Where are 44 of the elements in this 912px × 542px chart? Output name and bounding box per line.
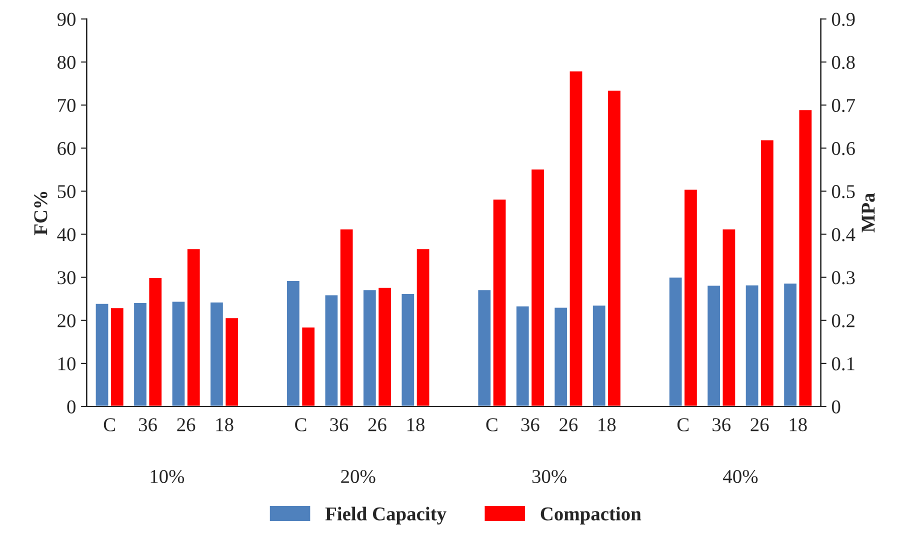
y2-tick-label: 0 [832,400,840,414]
x-tick-label: C [104,418,115,432]
y2-tick-label: 0.1 [832,357,854,370]
legend-label: Compaction [540,506,642,524]
y2-tick-label: 0.9 [832,12,855,26]
y-tick-label: 40 [57,228,76,242]
text: 40% [723,470,758,484]
x-tick-label: 26 [750,418,769,432]
y2-tick-label: 0.2 [832,314,854,328]
y-tick-label: 90 [57,12,76,26]
legend-label: Field Capacity [325,506,446,524]
x-tick-label: 18 [790,418,807,432]
x-tick-label: 26 [177,418,196,432]
x-tick-label: 36 [521,418,540,432]
text: 20% [341,470,376,484]
x-tick-label: 26 [560,418,578,432]
y2-tick-label: 0.8 [832,56,855,70]
y2-tick-label: 0.5 [832,185,855,198]
y-axis-title: FC% [34,192,48,236]
y2-axis-title: MPa [862,193,875,232]
y-tick-label: 0 [67,400,76,414]
y-tick-label: 30 [58,271,76,284]
y2-tick-label: 0.4 [832,228,856,242]
y-tick-label: 10 [58,357,76,370]
y-tick-label: 70 [58,98,76,112]
text: 30% [532,470,566,484]
x-tick-label: 26 [368,418,386,432]
y2-tick-label: 0.6 [832,142,855,156]
x-tick-label: 18 [216,418,234,432]
y-tick-label: 20 [58,314,76,328]
y2-tick-label: 0.3 [832,271,855,284]
x-tick-label: 18 [407,418,424,432]
y2-tick-label: 0.7 [832,98,855,112]
x-tick-label: C [677,418,689,432]
x-tick-label: 36 [330,418,348,432]
x-tick-label: 36 [139,418,157,432]
y-tick-label: 50 [58,185,76,198]
x-tick-label: 36 [712,418,731,432]
x-tick-label: 18 [598,418,616,432]
text: 10% [150,470,184,484]
y-tick-label: 80 [58,56,76,69]
x-tick-label: C [295,418,306,432]
y-tick-label: 60 [58,142,76,156]
x-tick-label: C [486,418,498,432]
